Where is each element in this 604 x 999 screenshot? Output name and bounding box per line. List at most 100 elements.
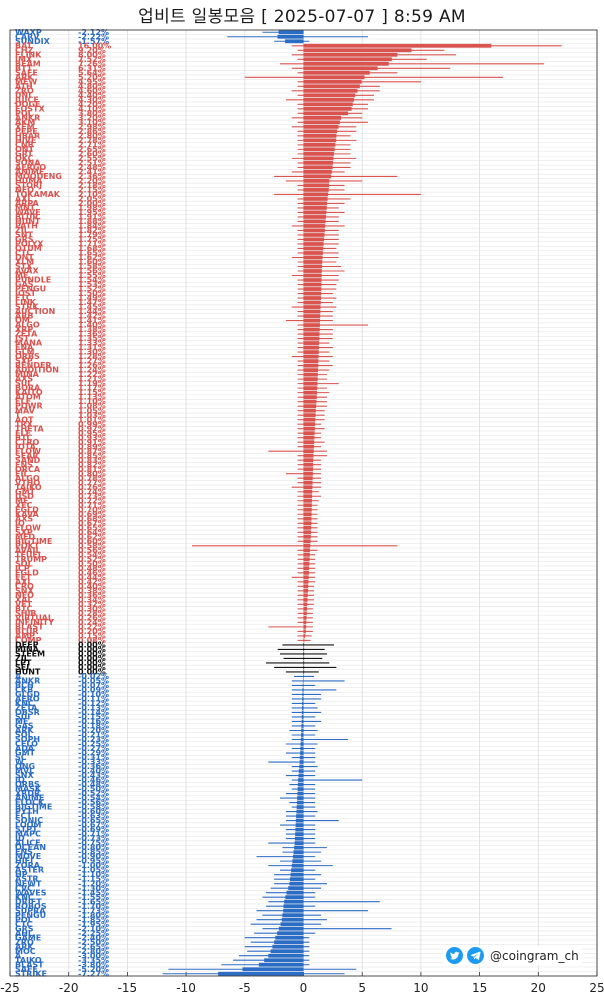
bar <box>303 462 314 467</box>
bar-label-name: TAIKO <box>15 483 42 492</box>
bar <box>303 43 492 48</box>
bar <box>303 318 321 323</box>
bar-label-value: 0.00% <box>78 663 106 672</box>
bar <box>300 742 304 746</box>
bar <box>301 715 304 719</box>
bar-label-name: IQ <box>15 776 25 785</box>
bar-label-value: 1.52% <box>78 285 106 294</box>
bar-label-value: 0.71% <box>78 501 106 510</box>
bar-label-value: 1.58% <box>78 262 106 271</box>
bar-label-name: MEW <box>15 77 37 86</box>
bar <box>303 422 316 427</box>
bar-label-value: 0.91% <box>78 438 106 447</box>
bar <box>303 566 310 571</box>
bar <box>303 246 324 251</box>
bar <box>303 597 308 602</box>
bar-label-name: BTT <box>15 64 33 73</box>
bar-label-value: 0.28% <box>78 609 106 618</box>
bar <box>303 93 356 98</box>
bar-label-name: NEWT <box>15 879 42 888</box>
bar-label-value: -2.12% <box>78 28 109 37</box>
bar-label-value: 1.24% <box>78 366 106 375</box>
bar <box>303 97 354 102</box>
bar <box>289 877 304 882</box>
bar <box>303 215 326 219</box>
bar-label-name: BLUR <box>15 213 39 222</box>
bar-label-name: ORCA <box>15 465 41 474</box>
bar-label-value: 0.77% <box>78 478 106 487</box>
bar-label-name: ZETA <box>15 330 38 339</box>
bar-label-name: CTRO <box>15 438 39 447</box>
bar-label-value: 3.20% <box>78 113 106 122</box>
bar-label-name: INFINITY <box>15 618 54 627</box>
bar-label-name: SONA <box>15 158 41 167</box>
bar-label-name: ATOM <box>15 393 41 402</box>
bar-label-value: 5.64% <box>78 68 106 77</box>
bar <box>303 453 314 458</box>
bar-label-name: SAND <box>15 456 41 465</box>
bar-label-value: -0.58% <box>78 803 109 812</box>
bar-label-value: 1.27% <box>78 357 106 366</box>
bar <box>303 674 304 679</box>
bar-label-value: -0.25% <box>78 740 109 749</box>
bar-label-name: BLAST <box>15 960 44 969</box>
bar-label-value: -0.71% <box>78 830 109 839</box>
bar <box>283 908 304 913</box>
bar <box>303 579 309 584</box>
bar-label-value: 1.47% <box>78 298 106 307</box>
bar-label-value: 1.35% <box>78 334 106 343</box>
bar <box>283 904 304 909</box>
bar-label-name: AXS <box>15 514 33 523</box>
bar-label-value: 0.85% <box>78 451 106 460</box>
bar-label-name: AVAX <box>15 267 39 276</box>
bar <box>303 138 337 143</box>
bar <box>303 269 322 273</box>
bar-label-name: ASTER <box>15 866 44 875</box>
bar-label-value: 0.83% <box>78 456 106 465</box>
bar-label-name: OM <box>15 316 30 325</box>
bar <box>303 363 319 368</box>
bar-label-value: 2.10% <box>78 190 106 199</box>
bar-label-name: GLM <box>15 348 35 357</box>
bar-label-name: FLOW <box>15 523 41 532</box>
bar-label-value: -1.85% <box>78 915 109 924</box>
bar-label-value: 4.10% <box>78 104 106 113</box>
bar-label-name: SOPH <box>15 735 40 744</box>
bar <box>303 525 312 530</box>
bar <box>303 489 313 494</box>
bar-label-name: VET <box>15 600 33 609</box>
bar <box>301 733 304 737</box>
bar-label-name: LPT <box>15 659 32 668</box>
bar <box>303 133 337 138</box>
bar-label-value: 2.86% <box>78 127 106 136</box>
bar-label-name: KNC <box>15 893 34 902</box>
bar <box>218 971 304 976</box>
bar <box>303 507 312 512</box>
bar <box>303 48 412 53</box>
bar-label-value: 1.40% <box>78 321 106 330</box>
bar <box>303 287 322 291</box>
bar-label-value: 1.98% <box>78 204 106 213</box>
bar-label-name: SONIC <box>15 816 43 825</box>
bar <box>302 679 304 683</box>
bar-label-value: 0.34% <box>78 595 106 604</box>
bar-label-name: CTC <box>15 920 32 929</box>
bar-label-name: FLOW <box>15 447 41 456</box>
bar-label-value: -1.95% <box>78 920 109 929</box>
bar-label-name: ROBOS <box>15 902 47 911</box>
bar-label-name: PENGU <box>15 285 46 294</box>
bar-label-value: 0.00% <box>78 654 106 663</box>
bar-label-value: 0.52% <box>78 555 106 564</box>
bar-label-name: ALICE <box>15 839 41 848</box>
bar <box>264 958 304 963</box>
bar <box>303 111 349 116</box>
bar-label-value: 1.08% <box>78 402 106 411</box>
bar-label-name: GRS <box>15 235 34 244</box>
bar-label-name: MOODENG <box>15 172 62 181</box>
bar-label-value: 1.55% <box>78 271 106 280</box>
bar-label-value: -1.05% <box>78 866 109 875</box>
bar-label-value: 1.71% <box>78 240 106 249</box>
bar <box>303 237 325 242</box>
bar-label-name: DEEP <box>15 641 39 650</box>
